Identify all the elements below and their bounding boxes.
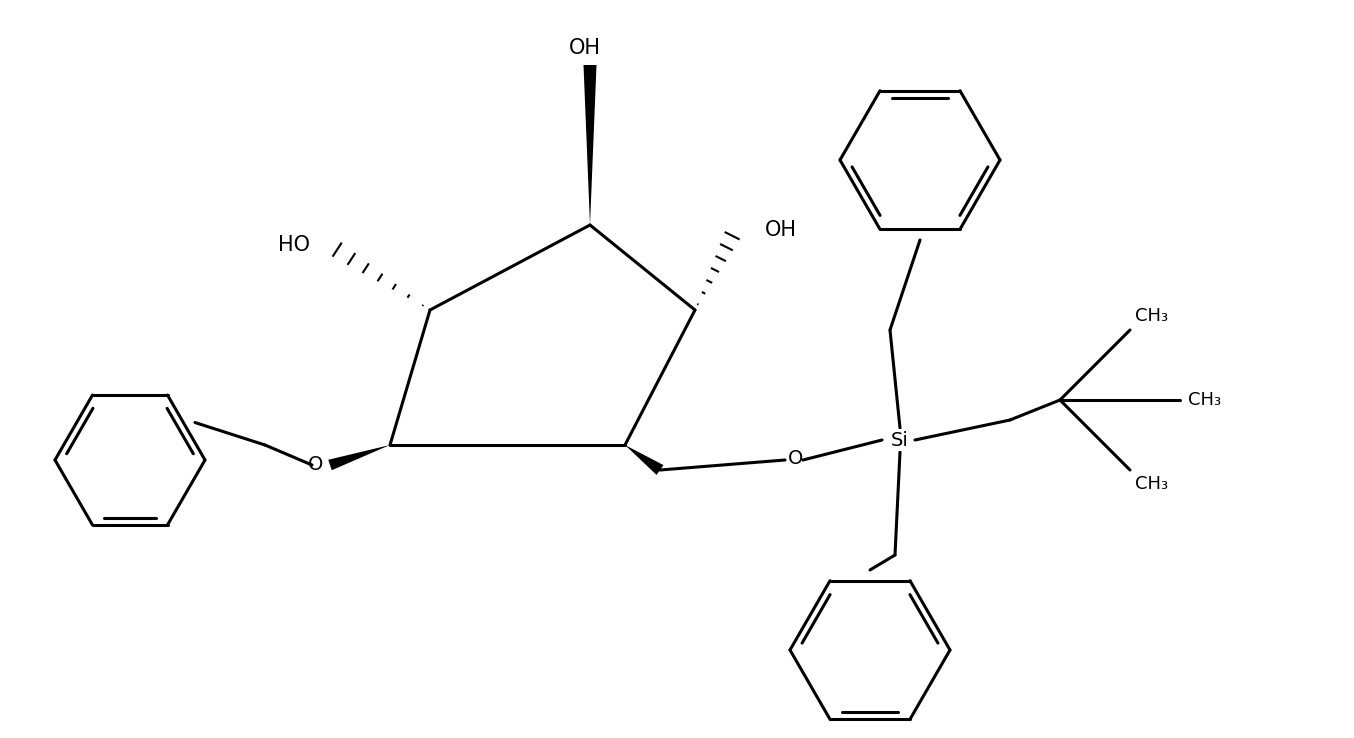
Text: O: O	[788, 449, 803, 467]
Text: HO: HO	[278, 235, 310, 255]
Text: O: O	[307, 455, 324, 475]
Text: OH: OH	[569, 38, 601, 58]
Text: CH₃: CH₃	[1135, 307, 1169, 325]
Polygon shape	[626, 445, 663, 475]
Text: Si: Si	[891, 430, 909, 449]
Polygon shape	[328, 445, 390, 470]
Text: CH₃: CH₃	[1187, 391, 1221, 409]
Polygon shape	[584, 65, 597, 225]
Text: CH₃: CH₃	[1135, 475, 1169, 493]
Text: OH: OH	[765, 220, 798, 240]
